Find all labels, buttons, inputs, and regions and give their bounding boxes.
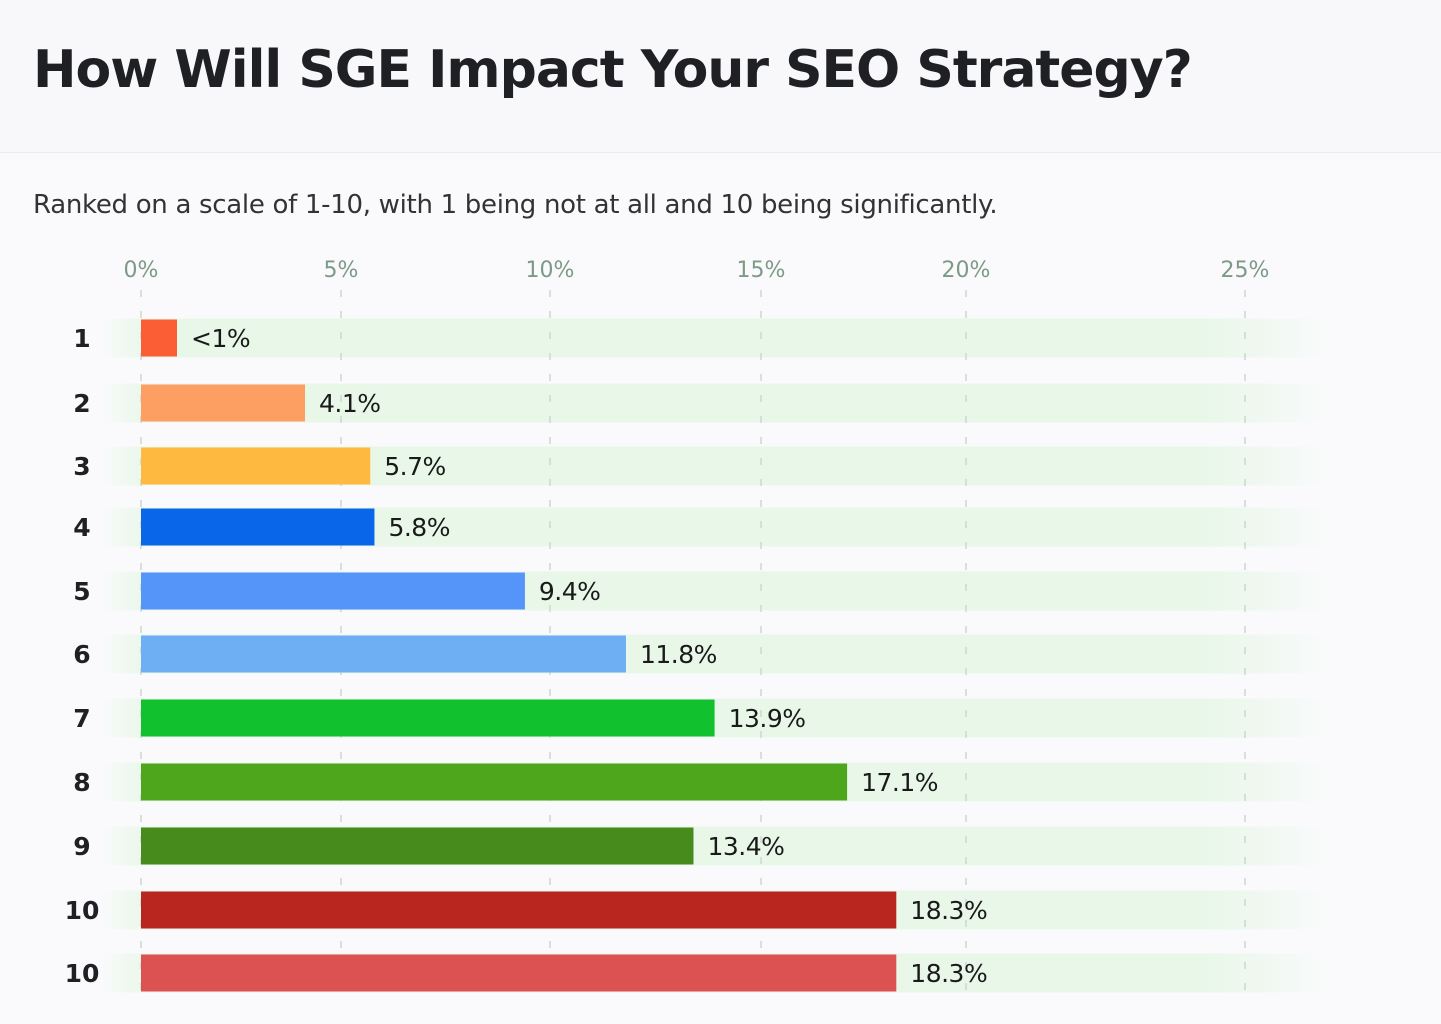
chart-subtitle: Ranked on a scale of 1-10, with 1 being … <box>33 190 998 220</box>
x-tick-label: 20% <box>942 258 991 283</box>
data-label: 18.3% <box>910 896 987 925</box>
data-label: <1% <box>191 324 250 353</box>
y-category-label: 10 <box>65 896 100 925</box>
y-category-label: 8 <box>73 768 90 797</box>
bar <box>141 699 715 737</box>
x-tick-label: 10% <box>526 258 575 283</box>
y-category-label: 10 <box>65 959 100 988</box>
data-label: 4.1% <box>319 389 381 418</box>
y-category-label: 7 <box>73 704 90 733</box>
bar <box>141 572 525 610</box>
y-category-label: 5 <box>73 577 90 606</box>
x-tick-label: 0% <box>124 258 159 283</box>
bar <box>141 319 177 357</box>
bar <box>141 635 626 673</box>
data-label: 5.7% <box>384 452 446 481</box>
x-tick-label: 5% <box>324 258 359 283</box>
y-category-label: 4 <box>73 513 90 542</box>
bar <box>141 447 371 485</box>
bar <box>141 954 897 992</box>
y-category-label: 6 <box>73 640 90 669</box>
header: How Will SGE Impact Your SEO Strategy? <box>0 0 1441 153</box>
bar <box>141 763 848 801</box>
bar <box>141 827 694 865</box>
y-category-label: 3 <box>73 452 90 481</box>
bar <box>141 891 897 929</box>
data-label: 9.4% <box>539 577 601 606</box>
bar <box>141 508 375 546</box>
data-label: 11.8% <box>640 640 717 669</box>
x-tick-label: 15% <box>737 258 786 283</box>
y-category-label: 1 <box>73 324 90 353</box>
data-label: 13.4% <box>707 832 784 861</box>
x-tick-label: 25% <box>1221 258 1270 283</box>
data-label: 13.9% <box>729 704 806 733</box>
data-label: 5.8% <box>388 513 450 542</box>
page-title: How Will SGE Impact Your SEO Strategy? <box>33 40 1193 100</box>
bar-track <box>100 318 1330 358</box>
bar <box>141 384 305 422</box>
data-label: 17.1% <box>861 768 938 797</box>
data-label: 18.3% <box>910 959 987 988</box>
y-category-label: 9 <box>73 832 90 861</box>
y-category-label: 2 <box>73 389 90 418</box>
